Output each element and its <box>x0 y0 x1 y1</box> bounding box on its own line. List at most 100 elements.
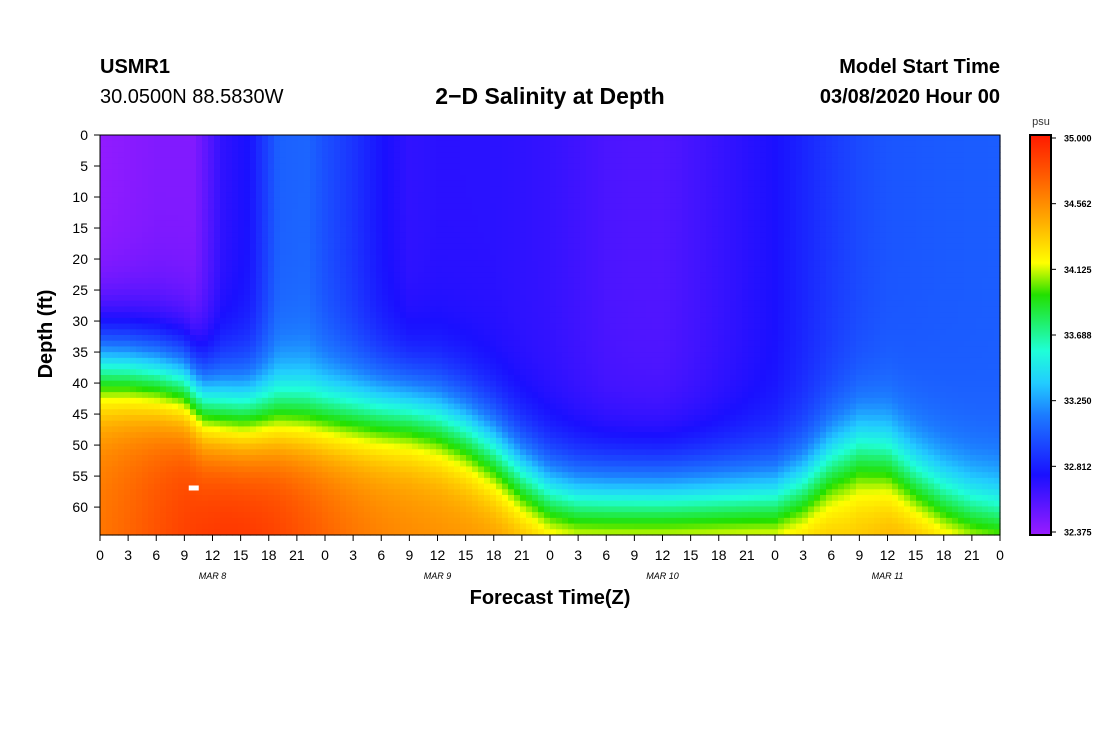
heatmap-cell <box>370 180 377 188</box>
heatmap-cell <box>112 192 119 199</box>
heatmap-cell <box>310 312 317 319</box>
heatmap-cell <box>406 495 413 502</box>
heatmap-cell <box>166 523 173 530</box>
heatmap-cell <box>226 346 233 353</box>
heatmap-cell <box>100 426 107 433</box>
heatmap-cell <box>184 397 191 405</box>
heatmap-cell <box>196 209 203 216</box>
heatmap-cell <box>298 140 305 148</box>
heatmap-cell <box>256 386 263 393</box>
heatmap-cell <box>364 306 371 313</box>
heatmap-cell <box>178 152 185 159</box>
heatmap-cell <box>190 169 197 176</box>
heatmap-cell <box>472 352 479 359</box>
heatmap-cell <box>388 500 395 508</box>
heatmap-cell <box>178 495 185 502</box>
heatmap-cell <box>136 197 143 205</box>
heatmap-cell <box>286 163 293 170</box>
heatmap-cell <box>148 460 155 468</box>
heatmap-cell <box>112 346 119 353</box>
heatmap-cell <box>184 380 191 388</box>
heatmap-cell <box>388 277 395 285</box>
heatmap-cell <box>202 215 209 222</box>
heatmap-cell <box>478 146 485 153</box>
heatmap-cell <box>370 215 377 222</box>
heatmap-cell <box>448 460 455 468</box>
heatmap-cell <box>358 157 365 165</box>
heatmap-cell <box>310 260 317 268</box>
heatmap-cell <box>514 157 521 165</box>
heatmap-cell <box>244 300 251 308</box>
heatmap-cell <box>298 135 305 142</box>
heatmap-cell <box>166 455 173 462</box>
heatmap-cell <box>220 415 227 422</box>
heatmap-cell <box>412 443 419 450</box>
heatmap-cell <box>244 243 251 250</box>
heatmap-cell <box>268 152 275 159</box>
heatmap-cell <box>340 397 347 405</box>
heatmap-cell <box>250 477 257 485</box>
heatmap-cell <box>268 392 275 399</box>
heatmap-cell <box>220 477 227 485</box>
heatmap-cell <box>358 215 365 222</box>
heatmap-cell <box>226 283 233 290</box>
heatmap-cell <box>346 186 353 193</box>
heatmap-cell <box>340 495 347 502</box>
heatmap-cell <box>400 409 407 416</box>
heatmap-cell <box>448 335 455 342</box>
heatmap-cell <box>184 449 191 456</box>
heatmap-cell <box>436 277 443 285</box>
heatmap-cell <box>310 300 317 308</box>
heatmap-cell <box>196 237 203 245</box>
heatmap-cell <box>430 455 437 462</box>
heatmap-cell <box>526 163 533 170</box>
heatmap-cell <box>136 495 143 502</box>
heatmap-cell <box>274 289 281 296</box>
heatmap-cell <box>112 449 119 456</box>
heatmap-cell <box>322 529 329 536</box>
heatmap-cell <box>184 415 191 422</box>
heatmap-cell <box>184 489 191 496</box>
heatmap-cell <box>490 232 497 239</box>
heatmap-cell <box>316 380 323 388</box>
heatmap-cell <box>124 512 131 519</box>
heatmap-cell <box>172 357 179 365</box>
heatmap-cell <box>418 517 425 525</box>
heatmap-cell <box>484 209 491 216</box>
heatmap-cell <box>178 266 185 273</box>
heatmap-cell <box>406 249 413 256</box>
heatmap-cell <box>454 306 461 313</box>
heatmap-cell <box>322 363 329 370</box>
heatmap-cell <box>202 455 209 462</box>
heatmap-cell <box>250 443 257 450</box>
heatmap-cell <box>352 357 359 365</box>
heatmap-cell <box>430 386 437 393</box>
heatmap-cell <box>460 266 467 273</box>
heatmap-cell <box>394 460 401 468</box>
heatmap-cell <box>436 209 443 216</box>
heatmap-cell <box>484 472 491 479</box>
heatmap-cell <box>400 489 407 496</box>
heatmap-cell <box>154 135 161 142</box>
heatmap-cell <box>136 517 143 525</box>
heatmap-cell <box>220 403 227 410</box>
heatmap-cell <box>400 317 407 325</box>
heatmap-cell <box>274 386 281 393</box>
heatmap-cell <box>280 397 287 405</box>
heatmap-cell <box>322 243 329 250</box>
heatmap-cell <box>364 409 371 416</box>
heatmap-cell <box>196 500 203 508</box>
heatmap-cell <box>178 477 185 485</box>
heatmap-cell <box>496 249 503 256</box>
heatmap-cell <box>496 369 503 376</box>
heatmap-cell <box>322 329 329 336</box>
heatmap-cell <box>418 146 425 153</box>
heatmap-cell <box>286 460 293 468</box>
heatmap-cell <box>178 523 185 530</box>
heatmap-cell <box>100 157 107 165</box>
heatmap-cell <box>148 352 155 359</box>
heatmap-cell <box>364 512 371 519</box>
heatmap-cell <box>172 300 179 308</box>
heatmap-cell <box>226 375 233 382</box>
heatmap-cell <box>244 380 251 388</box>
